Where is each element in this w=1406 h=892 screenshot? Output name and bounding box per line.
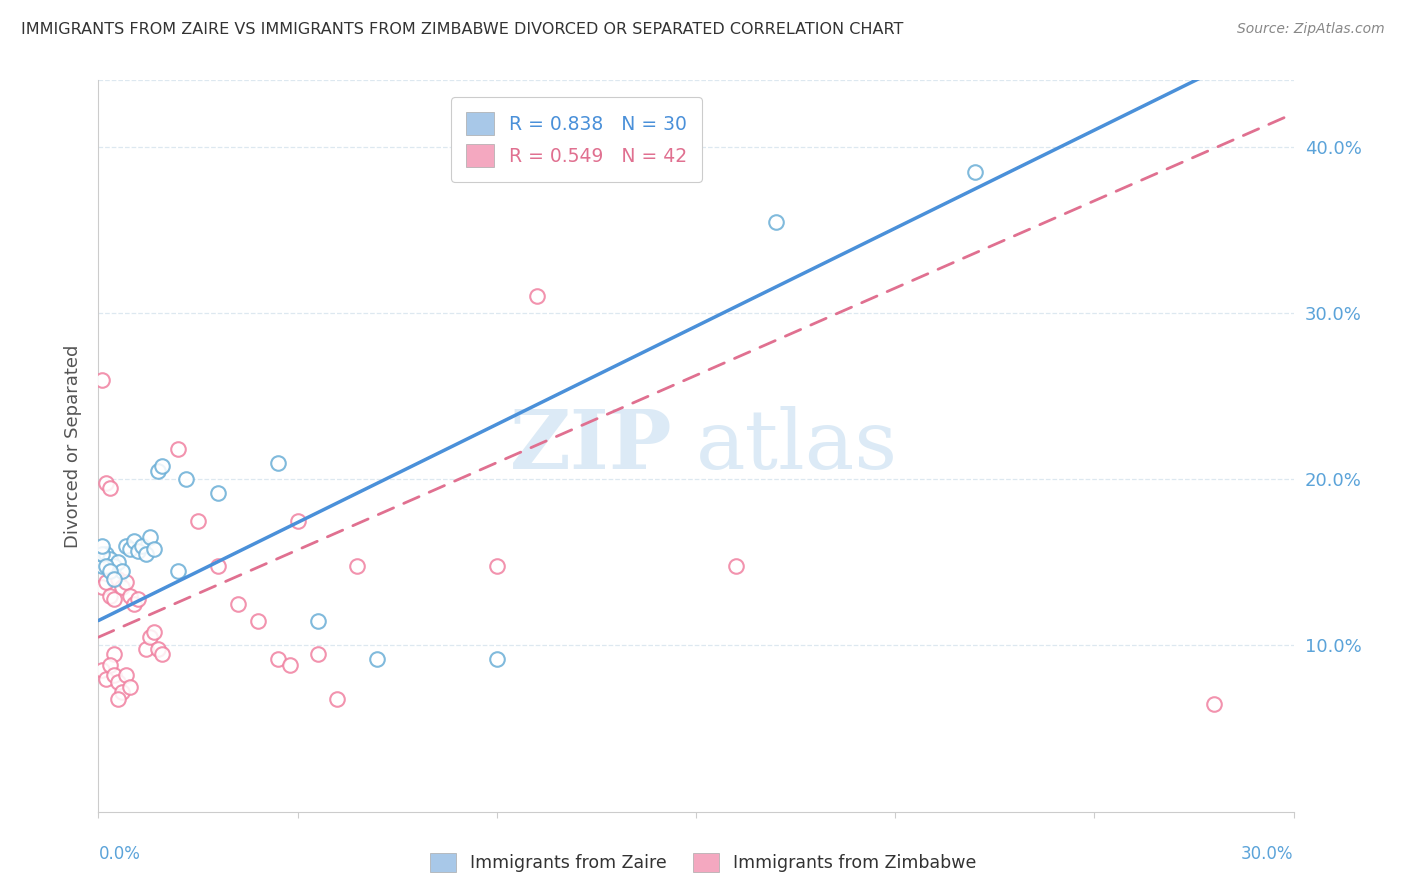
Point [103,591,125,606]
Point [135,547,157,561]
Point [124,533,146,548]
Text: 0.0%: 0.0% [98,845,141,863]
Point [526,289,548,303]
Point [150,647,173,661]
Point [96,547,118,561]
Point [246,614,269,628]
Point [765,214,787,228]
Point [150,458,173,473]
Text: atlas: atlas [696,406,898,486]
Point [96,575,118,590]
Point [307,647,329,661]
Point [103,558,125,573]
Point [103,668,125,682]
Point [103,647,125,661]
Text: 30.0%: 30.0% [1241,845,1294,863]
Point [485,652,508,666]
Point [120,542,142,557]
Point [346,558,368,573]
Text: Source: ZipAtlas.com: Source: ZipAtlas.com [1237,22,1385,37]
Point [187,514,209,528]
Legend: Immigrants from Zaire, Immigrants from Zimbabwe: Immigrants from Zaire, Immigrants from Z… [423,846,983,879]
Point [287,514,309,528]
Point [267,456,290,470]
Point [96,672,118,686]
Point [139,530,162,544]
Point [111,685,134,699]
Point [107,572,129,586]
Point [98,552,122,566]
Point [96,475,118,490]
Point [98,481,122,495]
Point [267,652,290,666]
Point [307,614,329,628]
Point [91,547,114,561]
Point [96,558,118,573]
Text: IMMIGRANTS FROM ZAIRE VS IMMIGRANTS FROM ZIMBABWE DIVORCED OR SEPARATED CORRELAT: IMMIGRANTS FROM ZAIRE VS IMMIGRANTS FROM… [21,22,904,37]
Point [148,641,170,656]
Point [135,641,157,656]
Point [115,539,138,553]
Point [120,589,142,603]
Point [131,539,153,553]
Point [143,625,166,640]
Point [278,658,301,673]
Point [107,555,129,569]
Point [724,558,747,573]
Point [963,164,986,178]
Point [103,572,125,586]
Point [127,591,149,606]
Point [98,658,122,673]
Point [1202,697,1225,711]
Point [115,668,138,682]
Point [167,564,190,578]
Y-axis label: Divorced or Separated: Divorced or Separated [63,344,82,548]
Point [115,575,138,590]
Point [207,558,229,573]
Point [326,691,349,706]
Point [98,589,122,603]
Text: ZIP: ZIP [509,406,672,486]
Point [143,542,166,557]
Point [485,558,508,573]
Point [226,597,249,611]
Point [366,652,388,666]
Point [91,580,114,594]
Point [124,597,146,611]
Point [98,564,122,578]
Point [111,564,134,578]
Point [107,675,129,690]
Point [91,539,114,553]
Point [107,691,129,706]
Point [139,630,162,644]
Point [91,372,114,386]
Point [148,464,170,478]
Point [120,680,142,694]
Legend: R = 0.838   N = 30, R = 0.549   N = 42: R = 0.838 N = 30, R = 0.549 N = 42 [451,97,702,182]
Point [91,664,114,678]
Point [174,472,197,486]
Point [167,442,190,457]
Point [111,580,134,594]
Point [207,485,229,500]
Point [91,558,114,573]
Point [127,543,149,558]
